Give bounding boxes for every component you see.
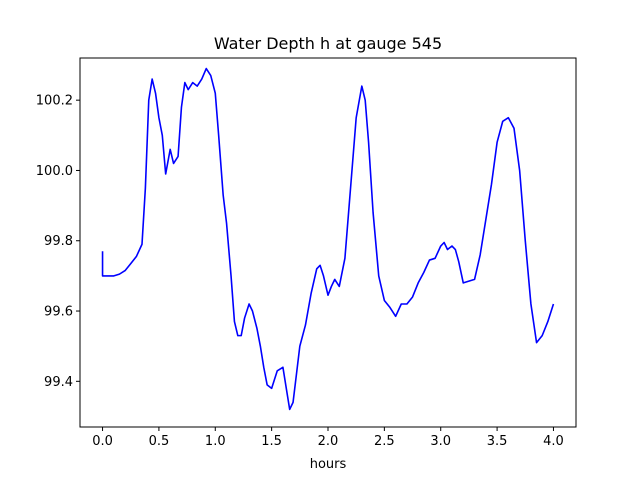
- x-tick-label: 4.0: [543, 434, 564, 449]
- y-tick-label: 99.4: [44, 375, 73, 390]
- y-axis: 99.4 99.6 99.8 100.0 100.2: [36, 94, 80, 390]
- x-axis-label: hours: [310, 457, 347, 472]
- y-tick-label: 100.0: [36, 164, 73, 179]
- x-tick-label: 1.0: [205, 434, 226, 449]
- x-tick-label: 0.5: [149, 434, 170, 449]
- plot-area: [101, 67, 555, 411]
- x-tick-label: 2.5: [374, 434, 395, 449]
- series-line-0: [101, 67, 555, 411]
- y-tick-label: 99.8: [44, 234, 73, 249]
- x-tick-label: 3.5: [487, 434, 508, 449]
- x-tick-label: 1.5: [261, 434, 282, 449]
- x-tick-label: 2.0: [318, 434, 339, 449]
- x-tick-label: 0.0: [92, 434, 113, 449]
- chart-title: Water Depth h at gauge 545: [214, 34, 442, 53]
- y-tick-label: 99.6: [44, 305, 73, 320]
- x-tick-label: 3.0: [430, 434, 451, 449]
- x-axis: 0.0 0.5 1.0 1.5 2.0 2.5 3.0 3.5 4.0: [92, 427, 564, 449]
- y-tick-label: 100.2: [36, 94, 73, 109]
